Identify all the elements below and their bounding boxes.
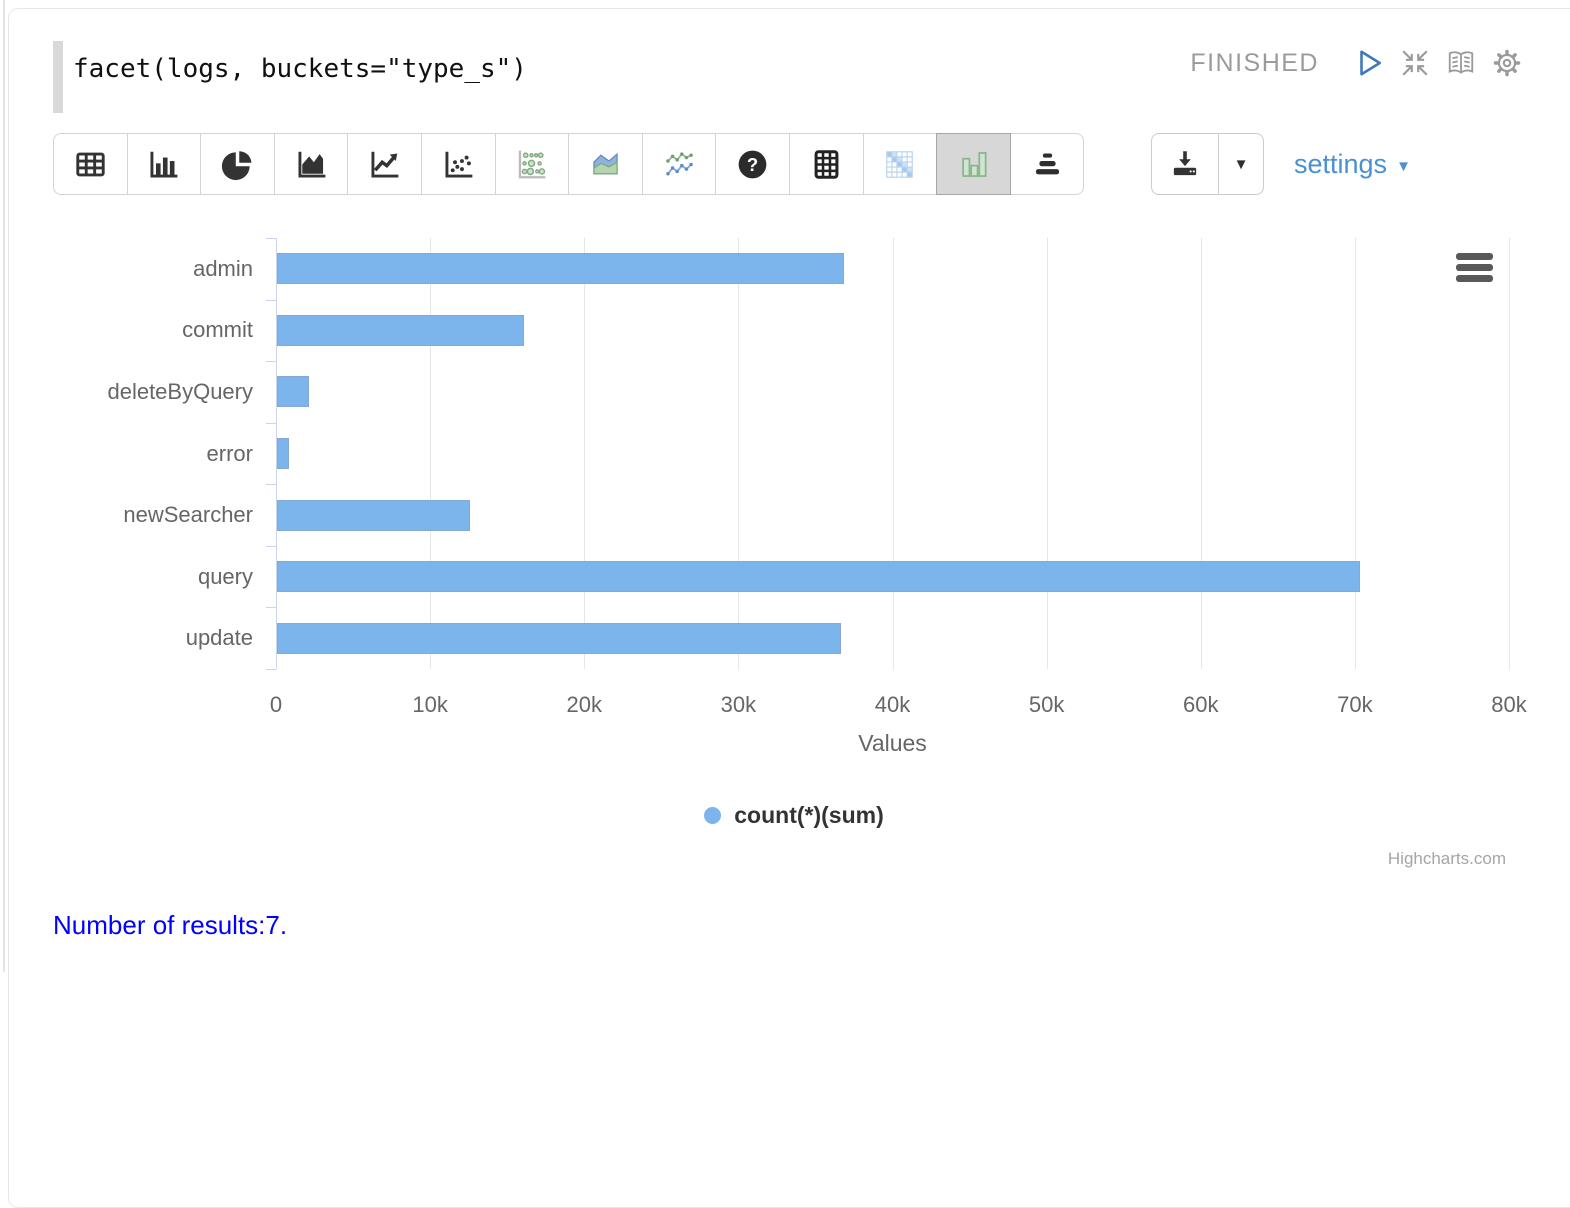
category-label: commit <box>182 317 253 343</box>
viz-pyramid-button[interactable] <box>1009 133 1085 195</box>
download-button-group: ▼ <box>1151 133 1264 195</box>
editor-gutter <box>53 41 63 113</box>
gridline <box>1509 238 1510 669</box>
bar-newSearcher[interactable] <box>277 499 470 531</box>
x-axis-tick-label: 40k <box>874 692 911 717</box>
x-axis-tick-label: 70k <box>1337 692 1373 717</box>
gear-icon[interactable] <box>1491 47 1523 79</box>
y-axis-tick <box>266 238 276 239</box>
legend-item[interactable]: count(*)(sum) <box>594 802 994 829</box>
y-axis-tick <box>266 484 276 486</box>
gridline <box>584 238 586 669</box>
x-axis-tick-label: 50k <box>1028 692 1065 717</box>
category-label: update <box>185 625 253 651</box>
query-text[interactable]: facet(logs, buckets="type_s") <box>73 54 527 84</box>
scatter-plot-icon <box>445 151 473 178</box>
bar-deleteByQuery[interactable] <box>277 376 310 408</box>
bar-admin[interactable] <box>277 253 845 285</box>
x-axis-tick-label: 0 <box>269 692 283 717</box>
grouped-column-icon <box>962 151 987 177</box>
chart-credits: Highcharts.com <box>1387 849 1506 868</box>
column-chart-icon <box>150 151 178 178</box>
bubble-chart-icon <box>519 150 546 178</box>
x-axis-tick-label: 80k <box>1491 692 1527 717</box>
viz-heatmap-button[interactable] <box>862 133 938 195</box>
settings-label: settings <box>1294 149 1388 179</box>
compress-icon[interactable] <box>1399 47 1431 79</box>
gridline <box>430 238 432 669</box>
settings-link[interactable]: settings ▼ <box>1294 149 1411 180</box>
gridline <box>1354 238 1356 669</box>
viz-pie-button[interactable] <box>200 133 275 195</box>
visualization-toolbar: ? <box>53 133 1085 195</box>
gridline <box>738 238 740 669</box>
viz-area-button[interactable] <box>273 133 349 195</box>
x-axis-tick-label: 10k <box>412 692 448 717</box>
bar-query[interactable] <box>277 561 1361 593</box>
bar-commit[interactable] <box>277 314 524 346</box>
category-label: query <box>197 563 253 589</box>
paragraph-controls: FINISHED <box>1190 47 1523 79</box>
help-icon: ? <box>738 150 767 178</box>
pie-chart-icon <box>221 150 252 180</box>
viz-bubble-button[interactable] <box>494 133 570 195</box>
category-label: error <box>206 440 253 466</box>
multi-line-chart-icon <box>665 151 693 175</box>
category-label: deleteByQuery <box>107 378 253 404</box>
x-axis-tick-label: 20k <box>566 692 602 717</box>
table-icon <box>76 152 105 176</box>
viz-help-button[interactable]: ? <box>715 133 790 195</box>
bar-error[interactable] <box>277 438 290 469</box>
book-icon[interactable] <box>1445 47 1477 79</box>
category-label: newSearcher <box>123 502 253 528</box>
grid-icon <box>814 149 839 179</box>
x-axis-title: Values <box>858 730 927 756</box>
download-icon <box>1173 151 1197 176</box>
y-axis-tick <box>266 361 276 363</box>
y-axis-tick <box>266 422 276 424</box>
download-button[interactable] <box>1152 134 1218 194</box>
gridline <box>1200 238 1202 669</box>
x-axis-tick-label: 60k <box>1183 692 1219 717</box>
y-axis-tick <box>266 299 276 301</box>
status-badge: FINISHED <box>1190 48 1319 77</box>
chart-context-menu-icon[interactable] <box>1456 253 1493 282</box>
heatmap-icon <box>886 150 914 178</box>
line-chart-icon <box>371 151 399 178</box>
viz-grid-button[interactable] <box>788 133 864 195</box>
viz-scatter-button[interactable] <box>420 133 496 195</box>
gridline <box>892 238 894 669</box>
chevron-down-icon: ▼ <box>1396 158 1411 175</box>
y-axis-line <box>276 238 277 669</box>
paragraph-card: facet(logs, buckets="type_s") FINISHED <box>8 8 1570 1208</box>
gridline <box>1046 238 1048 669</box>
category-label: admin <box>193 255 253 281</box>
legend-marker <box>704 807 722 824</box>
stacked-area-icon <box>593 152 618 174</box>
bar-update[interactable] <box>277 622 842 654</box>
x-axis-tick-label: 30k <box>720 692 757 717</box>
svg-text:?: ? <box>747 153 758 174</box>
run-play-icon[interactable] <box>1353 47 1385 79</box>
code-editor[interactable]: facet(logs, buckets="type_s") <box>53 41 527 113</box>
y-axis-tick <box>266 607 276 609</box>
viz-grouped-column-button[interactable] <box>936 133 1011 195</box>
viz-stacked-area-button[interactable] <box>568 133 643 195</box>
download-caret-button[interactable]: ▼ <box>1218 134 1263 194</box>
area-chart-icon <box>298 151 325 178</box>
bar-chart: count(*)(sum) Highcharts.com 0 10k 20k 30k 4… <box>9 9 1570 909</box>
y-axis-tick <box>266 545 276 547</box>
viz-multi-line-button[interactable] <box>641 133 717 195</box>
viz-table-button[interactable] <box>53 133 128 195</box>
y-axis-tick <box>266 669 276 670</box>
pyramid-icon <box>1035 153 1059 174</box>
legend-label: count(*)(sum) <box>734 802 884 828</box>
results-count-text: Number of results:7. <box>53 910 288 940</box>
page-left-divider <box>3 0 5 972</box>
